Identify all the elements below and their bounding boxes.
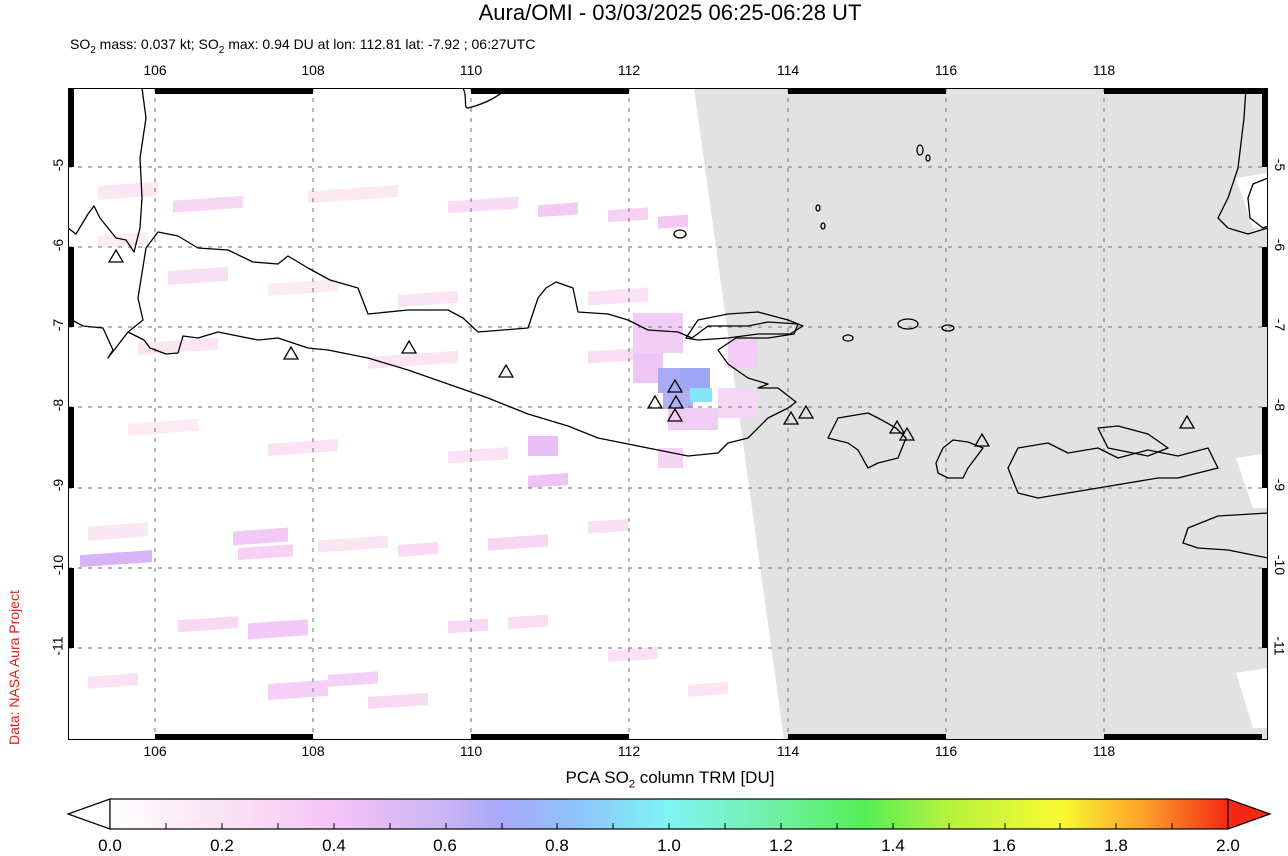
over-arrow	[1227, 798, 1272, 830]
plot-title: Aura/OMI - 03/03/2025 06:25-06:28 UT	[478, 0, 862, 25]
volcano-icon	[646, 394, 664, 409]
colorbar-title: PCA SO2 column TRM [DU]	[565, 768, 775, 791]
colorbar-label: 1.0	[657, 836, 681, 855]
lat-tick-right: -8	[1271, 398, 1288, 412]
so2-map[interactable]	[68, 88, 1268, 740]
volcano-icon	[898, 426, 916, 441]
lon-tick-top: 110	[459, 62, 483, 78]
no-data-region	[694, 88, 1268, 740]
lat-tick-right: -7	[1271, 318, 1288, 332]
colorbar-label: 0.8	[545, 836, 569, 855]
lon-tick-top: 106	[143, 62, 167, 78]
volcano-icon	[666, 407, 684, 422]
volcano-icon	[1178, 414, 1196, 429]
volcano-icon	[497, 363, 515, 378]
lat-tick-right: -10	[1271, 554, 1288, 576]
colorbar-label: 1.4	[881, 836, 905, 855]
volcano-markers	[107, 248, 1196, 447]
lon-tick-top: 118	[1092, 62, 1116, 78]
lon-tick-top: 114	[776, 62, 800, 78]
colorbar	[66, 798, 1272, 830]
under-arrow	[66, 798, 111, 830]
colorbar-label: 1.6	[992, 836, 1016, 855]
colorbar-label: 2.0	[1216, 836, 1240, 855]
colorbar-label: 0.2	[210, 836, 234, 855]
lat-tick-right: -9	[1271, 478, 1288, 492]
so2-summary: SO2 mass: 0.037 kt; SO2 max: 0.94 DU at …	[70, 36, 536, 56]
lon-tick-top: 116	[934, 62, 958, 78]
map-frame	[68, 88, 1268, 740]
colorbar-label: 0.4	[322, 836, 346, 855]
volcano-icon	[667, 394, 685, 409]
lat-tick-right: -5	[1271, 158, 1288, 172]
lon-tick-bottom: 114	[776, 743, 800, 759]
colorbar-label: 1.2	[769, 836, 793, 855]
lon-tick-bottom: 108	[301, 743, 325, 759]
volcano-icon	[666, 378, 684, 393]
volcano-icon	[107, 248, 125, 263]
data-credit: Data: NASA Aura Project	[6, 590, 22, 745]
lon-tick-top: 112	[617, 62, 641, 78]
lon-tick-bottom: 106	[143, 743, 167, 759]
volcano-icon	[782, 410, 800, 425]
lon-tick-bottom: 112	[617, 743, 641, 759]
volcano-icon	[888, 419, 906, 434]
lat-tick-right: -11	[1271, 636, 1288, 656]
colorbar-label: 1.8	[1104, 836, 1128, 855]
lon-tick-bottom: 116	[934, 743, 958, 759]
colorbar-label: 0.0	[98, 836, 122, 855]
lon-tick-bottom: 110	[459, 743, 483, 759]
coastlines	[68, 88, 1268, 559]
volcano-icon	[797, 404, 815, 419]
lon-tick-bottom: 118	[1092, 743, 1116, 759]
graticule	[68, 88, 1268, 740]
so2-hotspot	[528, 313, 758, 468]
lat-tick-right: -6	[1271, 238, 1288, 252]
lon-tick-top: 108	[301, 62, 325, 78]
volcano-icon	[400, 339, 418, 354]
colorbar-label: 0.6	[433, 836, 457, 855]
volcano-icon	[282, 345, 300, 360]
volcano-icon	[973, 432, 991, 447]
